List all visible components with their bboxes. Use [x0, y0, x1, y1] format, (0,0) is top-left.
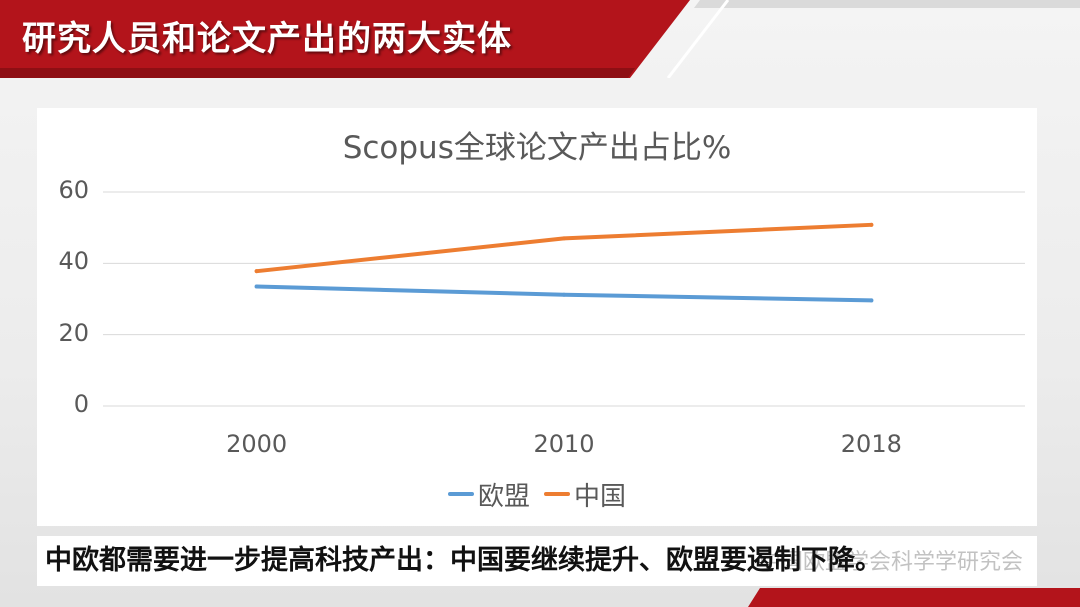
legend-item: 中国: [544, 476, 626, 513]
banner-main: [0, 0, 690, 78]
grid-lines: [103, 191, 1025, 407]
data-point: [869, 298, 874, 303]
watermark: 中国欧盟学会科学学研究会: [759, 550, 1024, 575]
legend: 欧盟 中国: [37, 474, 1037, 514]
legend-label: 欧盟: [477, 481, 530, 512]
x-tick-label: 2018: [840, 430, 902, 458]
legend-item: 欧盟: [447, 476, 530, 513]
data-point: [562, 236, 566, 241]
legend-label: 中国: [574, 481, 627, 512]
y-tick-label: 0: [73, 390, 89, 418]
series-line-1: [254, 222, 874, 274]
banner-dark-edge: [0, 68, 635, 78]
series-layer: [254, 222, 874, 303]
data-point: [254, 284, 259, 289]
line-chart: [103, 191, 1025, 407]
y-tick-label: 40: [58, 247, 89, 276]
banner-slash: [666, 0, 730, 78]
y-tick-label: 20: [58, 318, 89, 347]
data-point: [562, 292, 566, 297]
header-banner: [0, 0, 1080, 78]
x-tick-label: 2000: [226, 430, 288, 458]
footer-bar: [748, 588, 1080, 607]
footer-red: [748, 588, 1080, 607]
banner-accent: [694, 0, 1080, 8]
x-tick-label: 2010: [533, 430, 595, 458]
data-point: [254, 269, 259, 274]
legend-swatch: [447, 492, 474, 496]
caption-text: 中欧都需要进一步提高科技产出：中国要继续提升、欧盟要遏制下降。: [45, 545, 882, 576]
caption-box: 中国欧盟学会科学学研究会 中欧都需要进一步提高科技产出：中国要继续提升、欧盟要遏…: [37, 536, 1037, 586]
y-tick-label: 60: [58, 176, 89, 204]
legend-swatch: [544, 492, 570, 496]
data-point: [869, 222, 874, 227]
chart-panel: Scopus全球论文产出占比% 0 20 40 60 2000 2010 2018 欧盟 中国: [37, 108, 1037, 526]
chart-title: Scopus全球论文产出占比%: [342, 130, 732, 166]
slide-title: 研究人员和论文产出的两大实体: [22, 19, 512, 59]
